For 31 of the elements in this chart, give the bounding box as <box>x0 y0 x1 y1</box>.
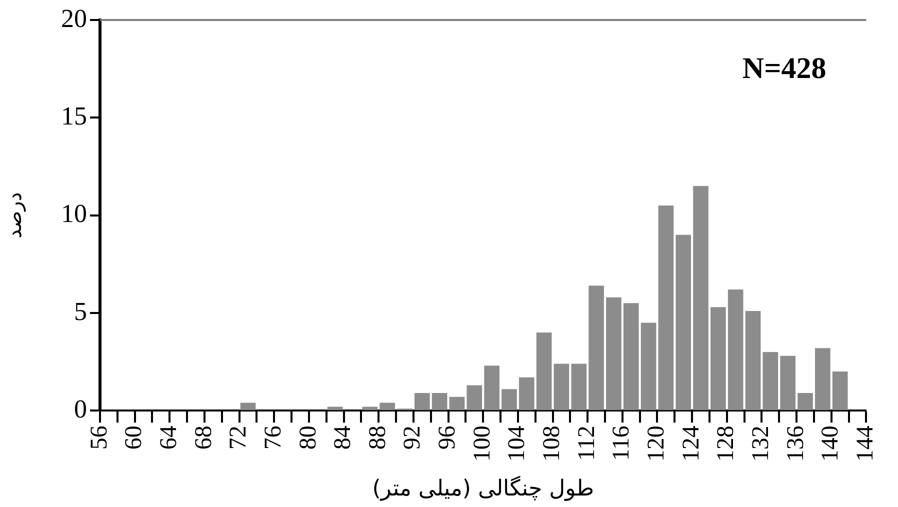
annotation: N=428 <box>742 52 826 85</box>
x-tick-label: 56 <box>86 426 112 450</box>
x-tick-label: 100 <box>469 426 496 462</box>
x-tick-label: 68 <box>190 426 217 450</box>
x-axis-title: طول چنگالی (میلی متر) <box>372 476 594 502</box>
x-tick-label: 76 <box>260 426 286 450</box>
x-tick-label: 144 <box>852 426 878 462</box>
x-tick-label: 116 <box>608 426 635 461</box>
y-tick-label: 15 <box>61 101 87 130</box>
x-tick-label: 80 <box>295 426 322 450</box>
x-tick-label: 108 <box>539 426 566 462</box>
y-tick-label: 10 <box>61 199 87 228</box>
y-tick-label: 0 <box>74 394 87 424</box>
x-tick-label: 96 <box>434 426 461 450</box>
x-tick-label: 112 <box>574 426 600 461</box>
x-tick-label: 132 <box>748 426 774 462</box>
y-tick-label: 20 <box>61 4 87 33</box>
y-tick-label: 5 <box>74 296 87 326</box>
y-axis-title: درصد <box>2 192 26 238</box>
x-tick-label: 140 <box>818 426 844 462</box>
x-tick-label: 92 <box>400 426 426 450</box>
x-tick-label: 136 <box>782 426 809 462</box>
x-tick-label: 104 <box>504 426 530 462</box>
x-tick-label: 64 <box>156 426 182 450</box>
x-tick-label: 124 <box>678 426 704 462</box>
x-tick-label: 88 <box>364 426 391 450</box>
x-tick-label: 120 <box>644 426 670 462</box>
x-tick-label: 84 <box>330 426 356 450</box>
x-tick-label: 60 <box>121 426 148 450</box>
x-tick-label: 72 <box>226 426 252 450</box>
x-tick-label: 128 <box>713 426 740 462</box>
